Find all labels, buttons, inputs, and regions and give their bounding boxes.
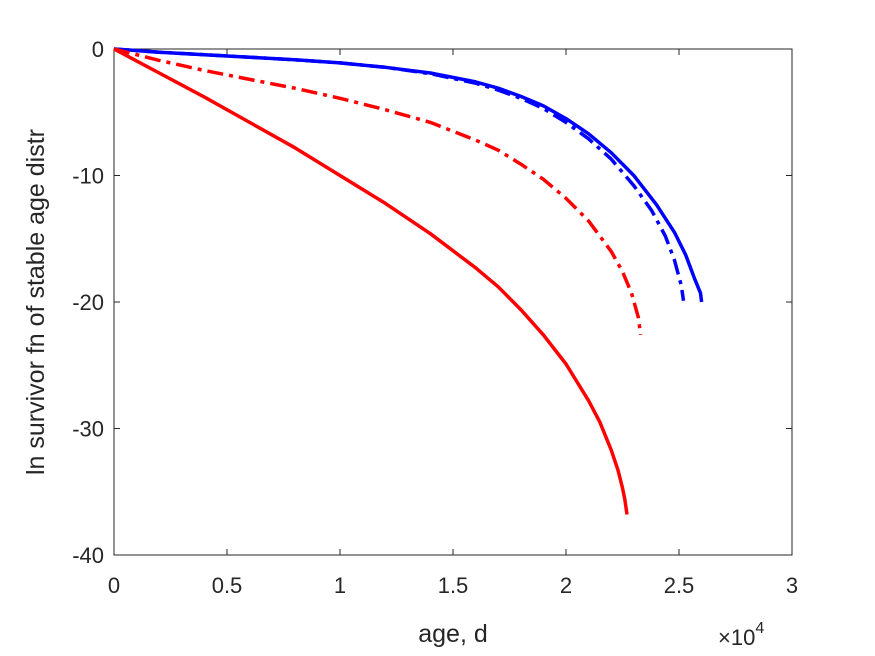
x-tick-label: 0 [108,573,120,598]
y-tick-label: 0 [92,37,104,62]
y-tick-label: -10 [72,164,104,189]
x-tick-label: 0.5 [212,573,243,598]
x-tick-label: 2 [560,573,572,598]
y-tick-label: -30 [72,417,104,442]
y-axis-ticks: -40 -30 -20 -10 0 [72,37,792,568]
x-tick-label: 3 [786,573,798,598]
y-tick-label: -20 [72,290,104,315]
x-axis-label: age, d [418,620,488,648]
x-multiplier-label: ×104 [718,620,764,650]
x-tick-label: 2.5 [664,573,695,598]
series-line-4 [113,47,629,515]
x-tick-label: 1.5 [438,573,469,598]
y-tick-label: -40 [72,543,104,568]
series-line-2 [113,47,686,301]
y-axis-label: ln survivor fn of stable age distr [22,129,50,475]
series-layer [113,47,704,515]
series-line-1 [113,47,704,303]
x-axis-ticks: 0 0.5 1 1.5 2 2.5 3 [108,49,798,598]
x-multiplier-exponent: 4 [755,620,764,637]
x-tick-label: 1 [334,573,346,598]
x-multiplier-base: ×10 [718,625,755,650]
series-line-3 [113,47,643,336]
plot-area [113,48,793,556]
